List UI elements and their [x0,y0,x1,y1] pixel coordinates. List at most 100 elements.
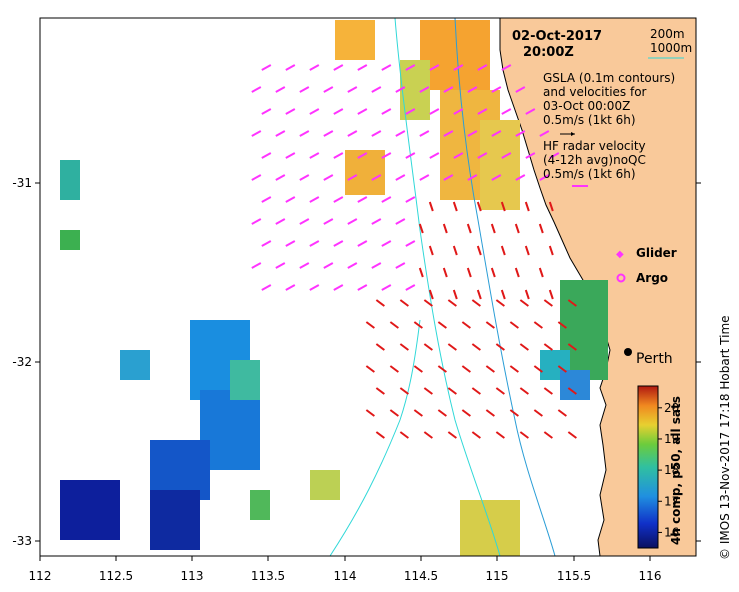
velocity-arrow [437,321,447,329]
velocity-arrow [442,267,448,278]
hf-radar-arrows [251,64,577,439]
velocity-arrow [443,86,454,93]
velocity-arrow [461,321,471,329]
velocity-arrow [548,245,554,256]
header-date: 02-Oct-2017 [512,29,602,44]
velocity-arrow [323,218,334,225]
velocity-arrow [333,284,344,291]
velocity-arrow [490,267,496,278]
velocity-arrow [333,240,344,247]
velocity-arrow [509,321,519,329]
x-tick-label: 114 [334,569,357,583]
x-tick-label: 114.5 [404,569,438,583]
velocity-arrow [333,196,344,203]
colorbar [637,385,659,549]
velocity-arrow [357,108,368,115]
perth-marker[interactable] [624,348,632,356]
velocity-arrow [275,174,286,181]
velocity-arrow [447,343,457,351]
velocity-arrow [429,152,440,159]
velocity-arrow [381,196,392,203]
x-tick-label: 113.5 [251,569,285,583]
velocity-arrow [485,365,495,373]
velocity-arrow [467,130,478,137]
colorbar-label: 4h comp, p50, all sats [669,396,683,545]
velocity-arrow [491,86,502,93]
velocity-arrow [476,245,482,256]
velocity-arrow [357,152,368,159]
velocity-arrow [413,321,423,329]
velocity-arrow [285,64,296,71]
velocity-arrow [299,262,310,269]
velocity-arrow [333,152,344,159]
velocity-arrow [375,343,385,351]
velocity-arrow [371,218,382,225]
velocity-arrow [371,262,382,269]
velocity-arrow [285,108,296,115]
hf-legend-line3: 0.5m/s (1kt 6h) [543,167,636,181]
velocity-arrow [452,201,458,212]
velocity-arrow [514,267,520,278]
velocity-arrow [399,343,409,351]
velocity-arrow [548,289,554,300]
velocity-arrow [261,240,272,247]
velocity-arrow [323,174,334,181]
velocity-arrow [251,218,262,225]
velocity-arrow [381,284,392,291]
velocity-arrow [495,299,505,307]
hf-legend-line2: (4-12h avg)noQC [543,153,646,167]
velocity-arrow [413,409,423,417]
colorbar-tick-label: 20 [664,401,679,415]
velocity-arrow [557,409,567,417]
city-label: Perth [636,351,673,367]
velocity-arrow [399,299,409,307]
velocity-arrow [491,174,502,181]
velocity-arrow [519,343,529,351]
velocity-arrow [389,365,399,373]
y-tick-label: -32 [12,355,32,369]
velocity-arrow [471,343,481,351]
velocity-arrow [309,196,320,203]
gsla-legend-line1: GSLA (0.1m contours) [543,71,675,85]
velocity-arrow [405,284,416,291]
velocity-arrow [467,86,478,93]
velocity-arrow [333,64,344,71]
velocity-arrow [485,321,495,329]
x-tick-label: 112.5 [99,569,133,583]
velocity-arrow [509,365,519,373]
velocity-arrow [477,152,488,159]
velocity-arrow [567,431,577,439]
velocity-arrow [261,152,272,159]
velocity-arrow [347,86,358,93]
argo-symbol-icon [616,273,626,283]
velocity-arrow [452,245,458,256]
velocity-arrow [381,240,392,247]
velocity-arrow [309,108,320,115]
velocity-arrow [477,64,488,71]
velocity-arrow [490,223,496,234]
velocity-arrow [323,86,334,93]
velocity-arrow [395,262,406,269]
velocity-arrow [389,321,399,329]
velocity-arrow [395,130,406,137]
y-tick-label: -31 [12,176,32,190]
velocity-arrow [419,130,430,137]
velocity-arrow [275,130,286,137]
velocity-arrow [371,86,382,93]
velocity-arrow [389,409,399,417]
velocity-arrow [515,130,526,137]
sst-field [60,20,608,556]
velocity-arrow [453,108,464,115]
velocity-arrow [429,64,440,71]
velocity-arrow [453,152,464,159]
velocity-arrow [461,365,471,373]
velocity-arrow [413,365,423,373]
velocity-arrow [323,130,334,137]
glider-label: Glider [636,246,677,260]
velocity-arrow [447,431,457,439]
velocity-arrow [543,343,553,351]
velocity-arrow [466,267,472,278]
velocity-arrow [418,267,424,278]
velocity-arrow [309,64,320,71]
velocity-arrow [447,387,457,395]
